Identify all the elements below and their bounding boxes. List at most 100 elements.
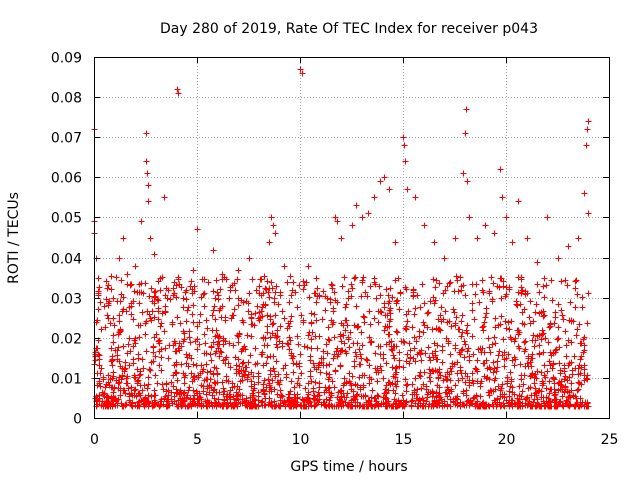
data-point: [464, 348, 471, 355]
data-point: [530, 318, 537, 325]
data-point: [188, 278, 195, 285]
data-point: [229, 282, 236, 289]
data-point: [479, 324, 486, 331]
data-point: [245, 371, 252, 378]
data-point: [231, 306, 238, 313]
data-point: [259, 398, 266, 405]
data-point: [194, 226, 201, 233]
data-point: [348, 281, 355, 288]
data-point: [498, 295, 505, 302]
data-point: [491, 230, 498, 237]
data-point: [140, 290, 147, 297]
data-point: [323, 370, 330, 377]
data-point: [180, 370, 187, 377]
data-point: [556, 360, 563, 367]
data-point: [151, 387, 158, 394]
data-point: [540, 394, 547, 401]
data-point: [509, 239, 516, 246]
data-point: [474, 368, 481, 375]
data-point: [276, 338, 283, 345]
data-point: [564, 377, 571, 384]
data-point: [274, 344, 281, 351]
data-point: [518, 284, 525, 291]
data-point: [572, 304, 579, 311]
data-point: [175, 276, 182, 283]
data-point: [328, 317, 335, 324]
data-point: [580, 336, 587, 343]
data-point: [103, 278, 110, 285]
data-point: [277, 402, 284, 409]
data-point: [349, 373, 356, 380]
data-point: [432, 297, 439, 304]
data-point: [402, 325, 409, 332]
data-point: [300, 397, 307, 404]
data-point: [249, 398, 256, 405]
data-point: [412, 400, 419, 407]
data-point: [184, 392, 191, 399]
data-point: [417, 350, 424, 357]
data-point: [474, 378, 481, 385]
data-point: [293, 401, 300, 408]
data-point: [446, 318, 453, 325]
data-point: [366, 334, 373, 341]
data-point: [194, 323, 201, 330]
data-point: [346, 344, 353, 351]
data-point: [148, 393, 155, 400]
data-point: [420, 319, 427, 326]
data-point: [427, 298, 434, 305]
data-point: [442, 287, 449, 294]
data-point: [577, 370, 584, 377]
data-point: [546, 324, 553, 331]
data-point: [211, 364, 218, 371]
data-point: [531, 343, 538, 350]
data-point: [255, 402, 262, 409]
data-point: [298, 312, 305, 319]
data-point: [137, 368, 144, 375]
data-point: [210, 339, 217, 346]
data-point: [269, 285, 276, 292]
data-point: [481, 319, 488, 326]
data-point: [267, 334, 274, 341]
data-point: [339, 283, 346, 290]
data-point: [362, 289, 369, 296]
data-point: [124, 281, 131, 288]
data-point: [127, 282, 134, 289]
data-point: [343, 379, 350, 386]
data-point: [584, 376, 591, 383]
data-point: [300, 286, 307, 293]
data-point: [203, 317, 210, 324]
data-point: [313, 401, 320, 408]
data-point: [394, 297, 401, 304]
data-point: [337, 363, 344, 370]
data-point: [568, 387, 575, 394]
data-point: [265, 376, 272, 383]
data-point: [114, 347, 121, 354]
data-point: [578, 402, 585, 409]
data-point: [354, 391, 361, 398]
data-point: [375, 403, 382, 410]
data-point: [484, 374, 491, 381]
data-point: [184, 307, 191, 314]
data-point: [454, 396, 461, 403]
data-point: [108, 273, 115, 280]
data-point: [253, 287, 260, 294]
data-point: [288, 292, 295, 299]
data-point: [162, 292, 169, 299]
data-point: [358, 393, 365, 400]
data-point: [127, 348, 134, 355]
data-point: [371, 315, 378, 322]
data-point: [191, 392, 198, 399]
data-point: [306, 294, 313, 301]
data-point: [499, 381, 506, 388]
data-point: [485, 335, 492, 342]
data-point: [295, 341, 302, 348]
data-point: [225, 378, 232, 385]
data-point: [514, 302, 521, 309]
data-point: [498, 275, 505, 282]
data-point: [201, 377, 208, 384]
data-point: [331, 334, 338, 341]
data-point: [186, 328, 193, 335]
data-point: [555, 401, 562, 408]
data-point: [579, 304, 586, 311]
